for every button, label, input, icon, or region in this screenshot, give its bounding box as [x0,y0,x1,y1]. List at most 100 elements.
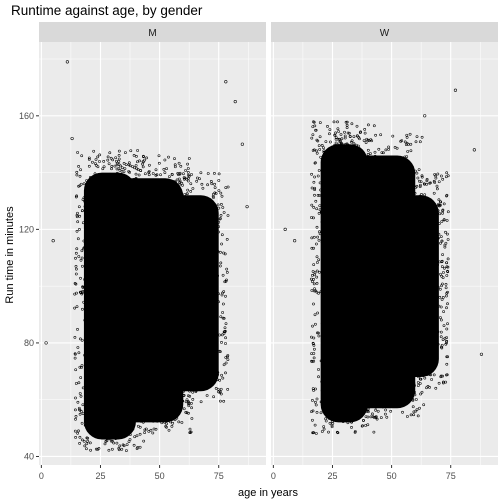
data-point [107,448,111,452]
data-point [80,421,84,425]
data-point [217,172,221,176]
data-point [218,390,222,394]
data-point [423,376,427,380]
data-point [433,181,437,184]
data-point [81,307,84,311]
data-point [106,155,110,159]
data-point [382,151,385,155]
data-point [444,175,448,179]
data-point [128,164,132,168]
x-tick-label: 0 [39,471,44,481]
data-point [439,330,443,334]
data-point [147,173,151,177]
data-point [111,439,114,443]
data-point [184,411,188,414]
data-point [224,322,228,325]
data-point [187,402,190,406]
data-point [78,214,82,218]
data-point [432,191,436,195]
data-point [419,392,422,396]
data-point [312,120,316,124]
data-point [283,227,287,231]
data-point [117,149,121,153]
data-point [314,400,317,404]
data-point [80,249,84,253]
data-point [442,381,445,385]
data-point [315,275,319,279]
data-point [338,140,342,144]
data-point [437,180,441,184]
data-point [314,322,317,326]
data-point [182,407,186,411]
data-point [128,438,132,441]
data-point [315,269,319,273]
data-point [98,153,102,157]
data-point [440,265,444,268]
data-point [217,189,221,192]
data-point [73,352,77,356]
data-point [83,444,87,448]
data-point [76,211,79,215]
data-point [214,387,218,390]
data-point [74,256,77,260]
data-point [180,421,184,424]
data-point [154,174,158,177]
data-point [74,408,77,412]
data-point [219,214,223,217]
data-point [318,148,322,151]
data-point [224,279,228,283]
data-point [322,425,326,428]
data-point [310,136,314,140]
data-point [224,294,227,298]
data-point [317,368,320,371]
data-point [359,130,362,134]
data-point [206,183,209,187]
data-point [379,133,383,137]
data-point [311,280,314,283]
data-point [223,252,227,256]
data-point [217,179,221,182]
data-point [78,228,81,231]
data-point [313,186,317,190]
data-point [315,151,319,155]
data-point [74,368,78,372]
data-point [136,168,140,171]
data-point [315,225,319,229]
data-point [117,157,121,161]
data-point [178,181,181,184]
data-point [190,406,193,410]
data-point [362,419,365,422]
data-point [312,302,315,306]
data-point [113,164,117,168]
data-point [445,274,449,277]
density-core [379,195,439,377]
data-point [117,447,121,450]
data-point [425,178,429,181]
data-point [371,415,375,419]
data-point [87,156,91,160]
data-point [328,128,332,131]
data-point [440,343,444,347]
data-point [77,205,81,209]
data-point [401,410,404,414]
data-point [111,158,115,162]
data-point [138,425,142,429]
data-point [324,140,328,143]
data-point [78,412,82,416]
data-point [441,338,445,341]
data-point [220,233,224,237]
data-point [77,429,80,433]
data-point [76,220,80,224]
data-point [418,377,422,381]
data-point [355,124,359,128]
data-point [400,139,404,142]
data-point [125,443,129,446]
data-point [444,342,448,346]
data-point [225,278,228,282]
data-point [148,163,151,167]
data-point [167,155,170,159]
data-point [440,318,443,322]
data-point [186,162,189,166]
data-point [429,181,432,185]
data-point [317,375,320,379]
